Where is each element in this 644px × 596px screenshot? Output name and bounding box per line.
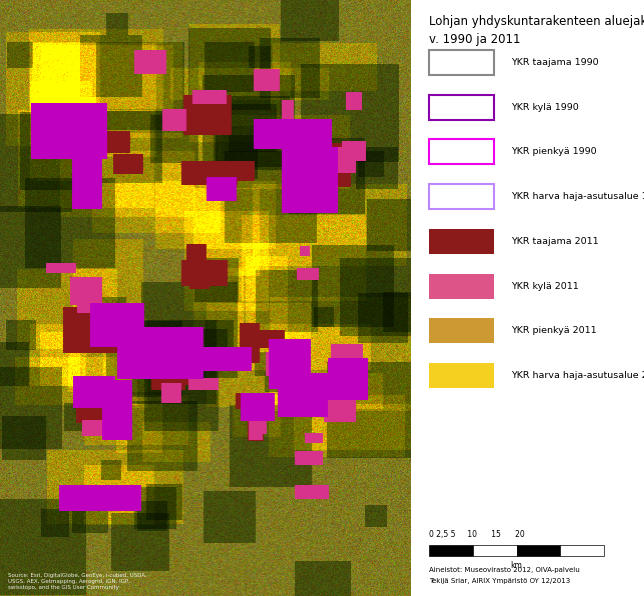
Bar [429, 95, 495, 120]
Text: Lohjan yhdyskuntarakenteen aluejako: Lohjan yhdyskuntarakenteen aluejako [429, 15, 644, 28]
Text: YKR harva haja-asutusalue 2011: YKR harva haja-asutusalue 2011 [511, 371, 644, 380]
Bar [473, 545, 516, 556]
Bar [560, 545, 604, 556]
Bar [429, 139, 495, 164]
Text: YKR pienkyä 2011: YKR pienkyä 2011 [511, 326, 596, 336]
Bar [429, 229, 495, 254]
Text: YKR kylä 1990: YKR kylä 1990 [511, 103, 578, 112]
Bar [516, 545, 560, 556]
Text: Aineistot: Museovirasto 2012, OIVA-palvelu: Aineistot: Museovirasto 2012, OIVA-palve… [429, 567, 580, 573]
Text: 0 2,5 5     10      15      20: 0 2,5 5 10 15 20 [429, 530, 525, 539]
Bar [429, 545, 473, 556]
Bar [429, 363, 495, 388]
Bar [429, 274, 495, 299]
Text: YKR taajama 2011: YKR taajama 2011 [511, 237, 598, 246]
Text: Tekijä Sriar, AIRIX Ympäristö OY 12/2013: Tekijä Sriar, AIRIX Ympäristö OY 12/2013 [429, 578, 570, 584]
Text: YKR pienkyä 1990: YKR pienkyä 1990 [511, 147, 596, 157]
Bar [429, 184, 495, 209]
Text: YKR kylä 2011: YKR kylä 2011 [511, 281, 578, 291]
Text: YKR harva haja-asutusalue 1990: YKR harva haja-asutusalue 1990 [511, 192, 644, 201]
Text: km: km [511, 561, 522, 570]
Text: v. 1990 ja 2011: v. 1990 ja 2011 [429, 33, 520, 46]
Text: Source: Esri, DigitalGlobe, GeoEye, i-cubed, USDA,
USGS, AEX, Getmapping, Aerogr: Source: Esri, DigitalGlobe, GeoEye, i-cu… [8, 573, 147, 590]
Bar [429, 318, 495, 343]
Bar [429, 50, 495, 75]
Text: YKR taajama 1990: YKR taajama 1990 [511, 58, 598, 67]
